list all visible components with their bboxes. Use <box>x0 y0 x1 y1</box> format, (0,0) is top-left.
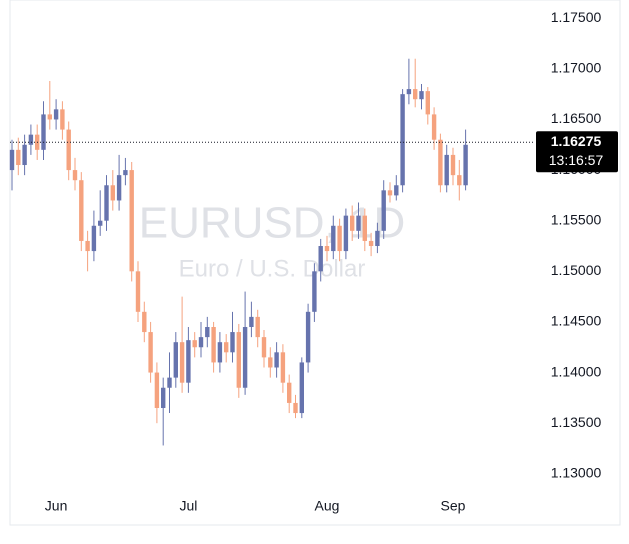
candle-body <box>381 190 386 231</box>
candle-body <box>356 215 361 231</box>
candle-body <box>350 215 355 231</box>
chart-frame <box>9 0 621 526</box>
candle-body <box>217 342 223 363</box>
candle-body <box>293 402 298 414</box>
y-tick-label: 1.15000 <box>551 262 602 278</box>
x-tick-label: Sep <box>441 498 466 514</box>
y-tick-label: 1.14000 <box>551 363 602 379</box>
candle-body <box>331 225 336 252</box>
candle-body <box>230 332 235 353</box>
candle-body <box>425 91 430 115</box>
candle-body <box>299 362 304 414</box>
candle-body <box>387 190 393 196</box>
candle-body <box>47 114 52 120</box>
candle-body <box>457 175 462 186</box>
candle-body <box>305 311 311 363</box>
candle-body <box>161 387 166 408</box>
y-tick-label: 1.17000 <box>551 60 602 76</box>
candle-body <box>53 109 59 120</box>
candle-body <box>142 311 147 333</box>
candle-body <box>123 170 128 176</box>
candle-body <box>406 89 412 95</box>
candle-body <box>173 342 178 378</box>
candle-body <box>9 149 15 171</box>
candle-body <box>261 337 267 358</box>
candle-body <box>287 382 292 403</box>
candle-body <box>431 114 437 140</box>
candle-body <box>41 114 46 150</box>
candle-body <box>167 377 172 388</box>
countdown-label: 13:16:57 <box>549 152 604 168</box>
candle-body <box>116 175 122 201</box>
candle-body <box>205 327 210 338</box>
candle-body <box>129 170 134 272</box>
last-price-label: 1.16275 <box>551 133 602 149</box>
candle-body <box>343 215 349 252</box>
candle-body <box>186 340 191 383</box>
candle-body <box>179 342 185 383</box>
candle-body <box>72 170 78 181</box>
candle-body <box>413 89 418 100</box>
candle-body <box>249 316 254 328</box>
candle-body <box>255 316 260 338</box>
candle-body <box>318 246 323 272</box>
candle-body <box>98 220 103 226</box>
candle-body <box>148 332 153 373</box>
x-tick-label: Jul <box>179 498 197 514</box>
x-tick-label: Aug <box>315 498 340 514</box>
candle-body <box>224 342 229 353</box>
watermark-title: EURUSD, 1D <box>139 199 406 248</box>
y-tick-label: 1.17500 <box>551 9 602 25</box>
candle-body <box>22 144 27 166</box>
candle-body <box>419 91 424 100</box>
candle-body <box>444 154 449 186</box>
candle-body <box>91 225 97 252</box>
candle-body <box>60 109 65 130</box>
candle-body <box>400 94 405 186</box>
y-tick-label: 1.15500 <box>551 211 602 227</box>
candle-body <box>280 352 286 383</box>
watermark-subtitle: Euro / U.S. Dollar <box>179 255 366 282</box>
last-price-box <box>536 131 618 173</box>
candle-body <box>337 225 342 252</box>
candle-body <box>362 215 367 241</box>
candle-body <box>324 246 330 252</box>
candle-body <box>110 185 115 201</box>
candle-body <box>135 271 141 312</box>
candle-body <box>79 180 84 241</box>
candle-body <box>375 230 380 247</box>
candle-body <box>85 240 90 252</box>
candle-body <box>274 352 279 368</box>
candle-body <box>154 372 160 408</box>
y-tick-label: 1.13500 <box>551 414 602 430</box>
candle-body <box>211 327 216 363</box>
x-tick-label: Jun <box>45 498 68 514</box>
candle-body <box>312 271 317 312</box>
candle-body <box>198 337 204 348</box>
candle-body <box>28 134 34 145</box>
candle-body <box>463 144 468 186</box>
candle-body <box>394 185 399 196</box>
y-tick-label: 1.13000 <box>551 465 602 481</box>
y-tick-label: 1.14500 <box>551 313 602 329</box>
candle-body <box>16 149 21 166</box>
candle-body <box>450 154 456 176</box>
candle-body <box>192 340 197 348</box>
candle-body <box>438 139 443 186</box>
candle-body <box>104 185 109 221</box>
candle-body <box>66 129 71 171</box>
candle-body <box>236 332 241 388</box>
y-tick-label: 1.16500 <box>551 110 602 126</box>
candle-body <box>242 327 248 388</box>
candle-body <box>268 357 273 368</box>
candle-body <box>368 240 374 247</box>
